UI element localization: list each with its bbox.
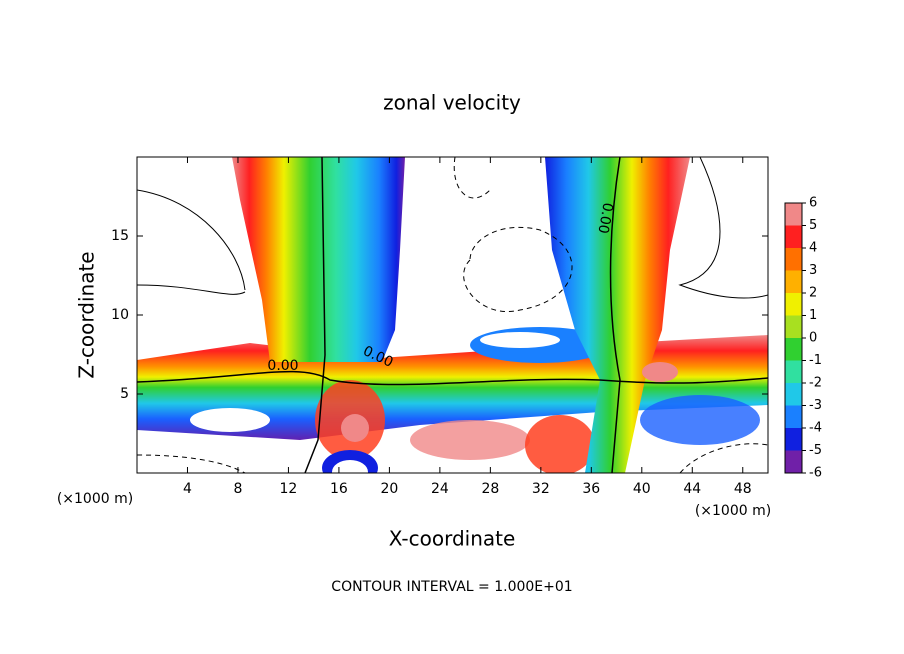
contour-lines — [137, 157, 768, 473]
y-unit: (×1000 m) — [57, 491, 133, 507]
colorbar-label: 0 — [809, 331, 817, 346]
colorbar-band — [785, 293, 802, 316]
y-axis-label: Z-coordinate — [75, 251, 99, 378]
colorbar-label: 6 — [809, 196, 817, 211]
x-tick-label: 4 — [183, 481, 192, 497]
colorbar-label: 1 — [809, 308, 817, 323]
x-tick-label: 40 — [633, 481, 651, 497]
x-tick-label: 32 — [532, 481, 550, 497]
x-unit: (×1000 m) — [695, 503, 771, 519]
colorbar-label: -3 — [809, 398, 822, 413]
chart-title: zonal velocity — [383, 91, 521, 115]
x-tick-label: 36 — [582, 481, 600, 497]
colorbar-band — [785, 428, 802, 451]
footer: CONTOUR INTERVAL = 1.000E+01 — [331, 579, 572, 595]
colorbar-band — [785, 248, 802, 271]
x-tick-label: 20 — [380, 481, 398, 497]
x-tick-label: 8 — [233, 481, 242, 497]
x-tick-label: 12 — [280, 481, 298, 497]
x-tick-label: 44 — [683, 481, 701, 497]
colorbar-label: 3 — [809, 263, 817, 278]
colorbar-label: -4 — [809, 421, 822, 436]
colorbar-label: 4 — [809, 241, 817, 256]
x-axis-label: X-coordinate — [389, 527, 516, 551]
colorbar-label: -6 — [809, 466, 822, 481]
y-tick-label: 5 — [120, 386, 129, 402]
contour-label: 0.00 — [267, 358, 298, 374]
contour-label: 0.00 — [594, 201, 615, 234]
y-tick-label: 15 — [111, 228, 129, 244]
colorbar-band — [785, 225, 802, 248]
colorbar-label: -1 — [809, 353, 822, 368]
colorbar-band — [785, 203, 802, 226]
colorbar-band — [785, 450, 802, 473]
y-tick-label: 10 — [111, 307, 129, 323]
x-tick-label: 28 — [481, 481, 499, 497]
colorbar-label: 5 — [809, 218, 817, 233]
field — [137, 157, 768, 473]
colorbar-band — [785, 360, 802, 383]
colorbar-band — [785, 270, 802, 293]
x-tick-label: 24 — [431, 481, 449, 497]
colorbar-band — [785, 405, 802, 428]
colorbar-label: 2 — [809, 286, 817, 301]
colorbar-label: -2 — [809, 376, 822, 391]
colorbar-label: -5 — [809, 443, 822, 458]
colorbar-band — [785, 383, 802, 406]
colorbar-band — [785, 315, 802, 338]
colorbar-band — [785, 338, 802, 361]
x-tick-label: 48 — [734, 481, 752, 497]
x-tick-label: 16 — [330, 481, 348, 497]
